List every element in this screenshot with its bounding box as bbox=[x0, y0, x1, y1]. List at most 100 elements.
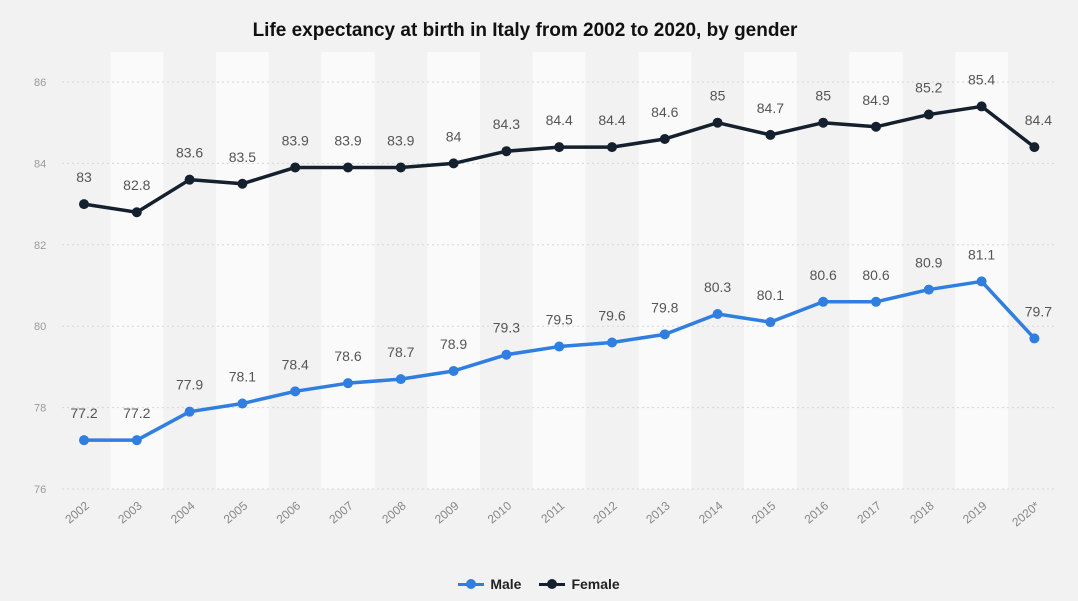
data-point-female-2020* bbox=[1029, 142, 1040, 153]
data-label-male-2006: 78.4 bbox=[282, 356, 309, 372]
data-point-female-2008 bbox=[395, 162, 406, 173]
legend-dot-male bbox=[466, 579, 477, 589]
data-point-male-2011 bbox=[554, 341, 565, 352]
gridlines bbox=[62, 81, 1057, 490]
y-tick-label-82: 82 bbox=[34, 240, 46, 252]
data-label-male-2020*: 79.7 bbox=[1025, 303, 1052, 319]
data-point-male-2015 bbox=[765, 317, 776, 328]
data-point-female-2005 bbox=[237, 178, 248, 189]
data-label-male-2016: 80.6 bbox=[810, 267, 837, 283]
data-point-female-2004 bbox=[184, 174, 195, 185]
series-group: 77.2 77.2 77.9 78.1 78.4 78.6 78.7 78.9 79.3 79.5… bbox=[70, 71, 1052, 446]
x-tick-label-2004: 2004 bbox=[168, 498, 198, 526]
data-label-male-2004: 77.9 bbox=[176, 377, 203, 393]
y-axis-tick-labels: 76 78 80 82 84 86 bbox=[34, 77, 46, 496]
legend-label-female: Female bbox=[571, 576, 620, 592]
data-label-female-2002: 83 bbox=[76, 169, 92, 185]
data-label-female-2007: 83.9 bbox=[334, 132, 361, 148]
data-label-female-2013: 84.6 bbox=[651, 104, 678, 120]
legend-item-female[interactable]: Female bbox=[539, 576, 620, 592]
data-point-male-2003 bbox=[131, 435, 142, 446]
column-band-2005 bbox=[216, 52, 269, 489]
data-point-male-2002 bbox=[79, 435, 89, 446]
data-label-male-2012: 79.6 bbox=[598, 307, 625, 323]
y-tick-label-84: 84 bbox=[34, 158, 46, 170]
legend-dot-female bbox=[547, 579, 558, 589]
data-point-male-2019 bbox=[976, 276, 987, 287]
data-label-male-2014: 80.3 bbox=[704, 279, 731, 295]
x-tick-label-2007: 2007 bbox=[326, 498, 356, 526]
x-tick-label-2020*: 2020* bbox=[1009, 498, 1042, 529]
x-tick-label-2018: 2018 bbox=[907, 498, 937, 526]
data-label-male-2017: 80.6 bbox=[862, 267, 889, 283]
column-band-2003 bbox=[110, 52, 164, 489]
x-tick-label-2017: 2017 bbox=[854, 498, 884, 526]
legend-item-male[interactable]: Male bbox=[458, 576, 521, 592]
data-point-female-2006 bbox=[290, 162, 301, 173]
data-point-male-2017 bbox=[871, 296, 881, 307]
x-tick-label-2014: 2014 bbox=[696, 498, 726, 526]
data-point-male-2014 bbox=[712, 308, 723, 319]
data-point-male-2004 bbox=[184, 406, 195, 417]
x-tick-label-2010: 2010 bbox=[485, 498, 515, 526]
data-point-male-2010 bbox=[501, 349, 512, 360]
data-label-female-2005: 83.5 bbox=[229, 149, 256, 165]
data-label-female-2006: 83.9 bbox=[282, 132, 309, 148]
x-tick-label-2003: 2003 bbox=[115, 498, 145, 526]
data-label-male-2018: 80.9 bbox=[915, 255, 942, 271]
x-tick-label-2019: 2019 bbox=[960, 498, 990, 526]
legend: Male Female bbox=[0, 576, 1078, 592]
column-band-2015 bbox=[744, 52, 797, 489]
data-label-male-2011: 79.5 bbox=[546, 312, 573, 328]
data-point-female-2016 bbox=[818, 117, 829, 128]
data-point-male-2012 bbox=[607, 337, 617, 348]
data-point-female-2015 bbox=[765, 129, 776, 140]
data-label-female-2003: 82.8 bbox=[123, 177, 150, 193]
chart-title: Life expectancy at birth in Italy from 2… bbox=[252, 20, 798, 41]
data-point-male-2008 bbox=[395, 374, 406, 385]
column-band-2007 bbox=[321, 52, 375, 489]
x-axis-tick-labels: 2002 2003 2004 2005 2006 2007 2008 2009 2010 2011… bbox=[62, 498, 1042, 529]
data-point-female-2003 bbox=[131, 207, 142, 218]
column-band-2011 bbox=[532, 52, 586, 489]
data-label-female-2019: 85.4 bbox=[968, 71, 995, 87]
data-point-female-2007 bbox=[343, 162, 353, 173]
data-label-female-2020*: 84.4 bbox=[1025, 112, 1052, 128]
x-tick-label-2008: 2008 bbox=[379, 498, 409, 526]
data-label-female-2008: 83.9 bbox=[387, 132, 414, 148]
data-label-female-2017: 84.9 bbox=[862, 92, 889, 108]
data-point-female-2019 bbox=[976, 101, 987, 112]
y-tick-label-80: 80 bbox=[34, 321, 46, 333]
x-tick-label-2006: 2006 bbox=[274, 498, 304, 526]
data-point-female-2013 bbox=[659, 133, 670, 144]
data-point-male-2016 bbox=[818, 296, 829, 307]
data-label-female-2011: 84.4 bbox=[546, 112, 573, 128]
data-point-male-2009 bbox=[448, 365, 459, 376]
data-label-female-2015: 84.7 bbox=[757, 100, 784, 116]
data-point-male-2006 bbox=[290, 386, 301, 397]
data-label-male-2009: 78.9 bbox=[440, 336, 467, 352]
y-tick-label-76: 76 bbox=[34, 484, 46, 496]
data-label-female-2004: 83.6 bbox=[176, 145, 203, 161]
data-label-male-2007: 78.6 bbox=[334, 348, 361, 364]
x-tick-label-2002: 2002 bbox=[62, 498, 92, 526]
data-label-female-2009: 84 bbox=[446, 128, 462, 144]
data-label-male-2003: 77.2 bbox=[123, 405, 150, 421]
x-tick-label-2012: 2012 bbox=[590, 498, 620, 526]
y-tick-label-86: 86 bbox=[34, 77, 46, 89]
y-tick-label-78: 78 bbox=[34, 403, 46, 415]
legend-label-male: Male bbox=[490, 576, 522, 592]
x-tick-label-2015: 2015 bbox=[749, 498, 779, 526]
data-point-male-2007 bbox=[343, 378, 353, 389]
data-label-male-2002: 77.2 bbox=[70, 405, 97, 421]
data-point-male-2020* bbox=[1029, 333, 1040, 344]
data-label-male-2013: 79.8 bbox=[651, 299, 678, 315]
data-point-female-2014 bbox=[712, 117, 723, 128]
data-label-female-2016: 85 bbox=[815, 88, 831, 104]
data-label-female-2018: 85.2 bbox=[915, 80, 942, 96]
data-label-male-2019: 81.1 bbox=[968, 246, 995, 262]
data-point-female-2018 bbox=[923, 109, 934, 120]
data-label-male-2015: 80.1 bbox=[757, 287, 784, 303]
data-point-female-2011 bbox=[554, 142, 565, 153]
